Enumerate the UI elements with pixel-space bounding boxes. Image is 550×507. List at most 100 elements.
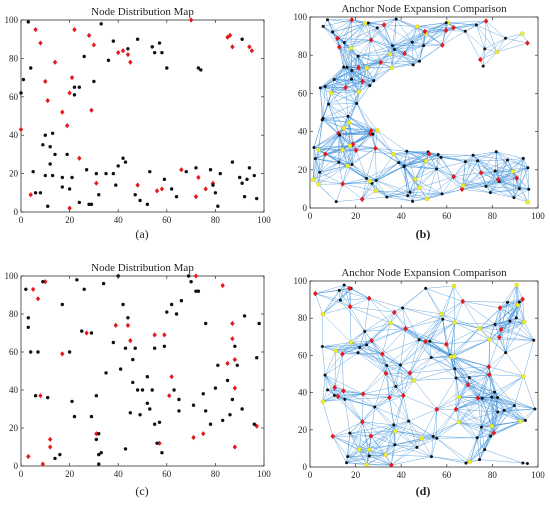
black-node-marker — [203, 321, 208, 326]
network-edge — [477, 425, 493, 438]
network-edge — [431, 356, 451, 358]
network-edge — [454, 366, 489, 369]
black-node-marker — [255, 196, 259, 201]
y-tick-label: 40 — [298, 388, 308, 398]
expanded-node-marker — [467, 459, 473, 464]
network-edge — [394, 430, 418, 448]
network-edge — [369, 424, 394, 457]
network-edge — [390, 307, 403, 324]
network-edge — [414, 377, 457, 381]
network-edge — [477, 397, 482, 428]
network-edge — [390, 54, 414, 66]
network-edge — [490, 421, 521, 437]
network-edge — [441, 185, 464, 195]
network-edge — [322, 116, 349, 121]
network-edge — [371, 322, 391, 341]
red-node-marker — [120, 48, 126, 54]
network-edge — [456, 366, 489, 379]
red-node-marker — [135, 182, 140, 188]
network-edge — [408, 409, 437, 422]
network-edge — [395, 364, 401, 387]
unknown-node-marker — [502, 408, 506, 412]
network-edge — [476, 427, 482, 438]
network-edge — [350, 342, 383, 355]
network-edge — [350, 306, 391, 324]
network-edge — [349, 306, 365, 332]
network-edge — [446, 22, 466, 32]
network-edge — [366, 344, 387, 374]
expanded-node-marker — [515, 302, 521, 308]
black-node-marker — [92, 79, 96, 84]
red-node-marker — [225, 360, 230, 366]
network-edge — [338, 162, 343, 184]
network-edge — [494, 391, 515, 406]
black-node-marker — [99, 451, 103, 455]
x-tick-label: 40 — [397, 211, 407, 221]
network-edge — [376, 180, 388, 198]
black-node-marker — [111, 171, 116, 176]
network-edge — [349, 288, 370, 299]
network-edge — [495, 151, 497, 171]
black-node-marker — [194, 289, 198, 293]
network-edge — [338, 161, 371, 182]
black-node-marker — [94, 437, 99, 442]
x-tick-label: 80 — [488, 470, 498, 480]
network-edge — [436, 168, 463, 190]
network-edge — [479, 328, 506, 353]
network-edge — [328, 103, 349, 117]
anchor-node-marker — [373, 145, 378, 152]
unknown-node-marker — [493, 322, 497, 326]
x-tick-label: 100 — [257, 215, 271, 225]
unknown-node-marker — [483, 47, 487, 51]
network-edge — [390, 54, 420, 62]
network-edge — [393, 424, 422, 439]
network-edge — [409, 339, 420, 374]
network-edge — [424, 22, 447, 32]
black-node-marker — [165, 310, 169, 314]
network-edge — [342, 165, 348, 184]
network-edge — [350, 47, 381, 63]
unknown-node-marker — [417, 59, 421, 63]
network-edge — [315, 293, 351, 307]
network-edge — [402, 307, 443, 320]
network-edge — [337, 22, 369, 39]
y-tick-label: 0 — [14, 207, 19, 217]
anchor-node-marker — [336, 130, 341, 137]
network-edge — [339, 134, 357, 151]
black-node-marker — [201, 392, 205, 396]
network-edge — [357, 352, 401, 366]
network-edge — [364, 331, 367, 345]
network-edge — [377, 130, 394, 155]
network-edge — [494, 376, 524, 393]
expanded-node-marker — [367, 178, 373, 184]
unknown-node-marker — [523, 418, 527, 422]
black-node-marker — [77, 200, 82, 205]
network-edge — [364, 312, 395, 332]
network-edge — [369, 444, 396, 457]
network-edge — [404, 45, 424, 54]
network-edge — [446, 24, 477, 31]
black-node-marker — [169, 302, 174, 307]
red-node-marker — [154, 188, 160, 194]
unknown-node-marker — [422, 44, 426, 48]
network-edge — [342, 178, 367, 185]
red-node-marker — [60, 351, 65, 357]
black-node-marker — [152, 422, 157, 426]
network-edge — [495, 170, 517, 179]
network-edge — [453, 27, 466, 32]
network-edge — [477, 411, 498, 438]
panel-label: (a) — [135, 227, 148, 241]
network-edge — [423, 22, 447, 46]
network-edge — [350, 19, 353, 49]
network-edge — [468, 384, 495, 393]
network-edge — [344, 39, 372, 43]
network-edge — [342, 180, 371, 185]
anchor-node-marker — [402, 50, 407, 57]
unknown-node-marker — [371, 132, 375, 136]
network-edge — [454, 322, 490, 340]
network-edge — [450, 322, 455, 358]
network-edge — [419, 322, 455, 340]
red-node-marker — [40, 461, 46, 467]
red-node-marker — [69, 75, 75, 81]
